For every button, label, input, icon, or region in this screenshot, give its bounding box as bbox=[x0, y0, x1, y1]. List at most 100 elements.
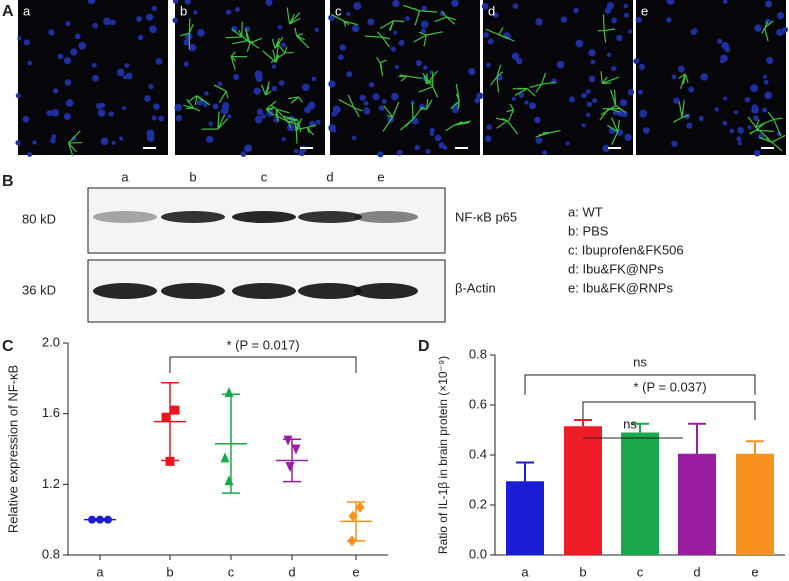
astrocyte bbox=[600, 89, 627, 116]
x-tick-label: e bbox=[352, 564, 359, 579]
nucleus bbox=[762, 107, 768, 113]
nucleus bbox=[153, 103, 160, 111]
nucleus bbox=[623, 3, 629, 9]
nucleus bbox=[635, 16, 642, 23]
nucleus bbox=[524, 100, 529, 105]
nucleus bbox=[233, 74, 240, 81]
nucleus bbox=[443, 145, 448, 150]
nucleus bbox=[111, 140, 116, 145]
astrocyte bbox=[403, 4, 437, 26]
nucleus bbox=[628, 29, 633, 34]
astrocyte bbox=[261, 81, 272, 96]
nucleus bbox=[174, 103, 183, 112]
nucleus bbox=[604, 7, 612, 14]
nucleus bbox=[511, 52, 520, 60]
nucleus bbox=[346, 71, 353, 78]
nucleus bbox=[766, 57, 774, 65]
x-tick-label: a bbox=[521, 564, 529, 579]
nucleus bbox=[202, 102, 208, 108]
nucleus bbox=[692, 27, 698, 34]
x-tick-label: a bbox=[96, 564, 104, 579]
nucleus bbox=[588, 49, 596, 57]
nucleus bbox=[754, 24, 762, 33]
nucleus bbox=[425, 148, 431, 154]
nucleus bbox=[602, 144, 610, 153]
nucleus bbox=[750, 84, 759, 93]
nucleus bbox=[108, 111, 114, 117]
band bbox=[354, 283, 418, 299]
astrocyte bbox=[274, 109, 298, 128]
nucleus bbox=[144, 95, 151, 102]
nucleus bbox=[70, 48, 78, 56]
nucleus bbox=[673, 97, 680, 104]
data-point bbox=[165, 456, 175, 466]
nucleus bbox=[346, 11, 351, 16]
nucleus bbox=[722, 120, 728, 126]
nucleus bbox=[100, 102, 106, 108]
x-tick-label: d bbox=[693, 564, 700, 579]
nucleus bbox=[155, 58, 163, 65]
data-point bbox=[285, 462, 295, 473]
nucleus bbox=[481, 2, 489, 10]
image-label: c bbox=[335, 3, 342, 18]
nucleus bbox=[612, 110, 618, 116]
nucleus bbox=[610, 65, 617, 72]
nucleus bbox=[611, 17, 618, 24]
nucleus bbox=[542, 150, 548, 156]
astrocyte bbox=[331, 13, 358, 28]
nucleus bbox=[439, 11, 445, 17]
micrograph bbox=[175, 0, 325, 155]
nucleus bbox=[623, 12, 629, 18]
nucleus bbox=[484, 135, 492, 142]
nucleus bbox=[109, 19, 116, 26]
nucleus bbox=[281, 137, 286, 142]
nucleus bbox=[253, 87, 261, 95]
nucleus bbox=[511, 96, 517, 102]
y-tick-label: 2.0 bbox=[42, 334, 60, 349]
nucleus bbox=[125, 72, 133, 80]
nucleus bbox=[151, 5, 158, 12]
band bbox=[354, 211, 418, 223]
nucleus bbox=[737, 141, 742, 146]
bar bbox=[736, 453, 774, 555]
nucleus bbox=[63, 113, 71, 121]
y-axis-label: Relative expression of NF-κB bbox=[5, 365, 20, 533]
nucleus bbox=[590, 59, 596, 65]
nucleus bbox=[217, 81, 223, 87]
x-tick-label: c bbox=[637, 564, 644, 579]
nucleus bbox=[65, 99, 74, 107]
y-tick-label: 0.8 bbox=[469, 346, 487, 361]
x-tick-label: d bbox=[288, 564, 295, 579]
nucleus bbox=[733, 110, 738, 115]
nucleus bbox=[78, 41, 87, 50]
nucleus bbox=[686, 122, 693, 129]
nucleus bbox=[183, 38, 191, 46]
astrocyte bbox=[450, 84, 460, 110]
nucleus bbox=[261, 114, 266, 119]
nucleus bbox=[137, 34, 144, 41]
nucleus bbox=[368, 81, 375, 88]
annotation: ns bbox=[623, 416, 637, 431]
nucleus bbox=[390, 92, 399, 101]
band bbox=[93, 211, 157, 223]
image-label: e bbox=[641, 3, 648, 18]
nucleus bbox=[633, 58, 640, 65]
nucleus bbox=[149, 25, 157, 34]
nucleus bbox=[390, 46, 396, 52]
nucleus bbox=[119, 136, 124, 141]
nucleus bbox=[762, 74, 768, 79]
astrocyte bbox=[749, 123, 774, 135]
nucleus bbox=[184, 0, 191, 5]
astrocyte bbox=[270, 43, 294, 64]
astrocyte bbox=[364, 31, 391, 48]
astrocyte bbox=[294, 27, 310, 49]
band bbox=[93, 283, 157, 299]
nucleus bbox=[404, 16, 410, 21]
astrocyte bbox=[599, 107, 621, 121]
x-tick-label: c bbox=[228, 564, 235, 579]
astrocyte bbox=[270, 104, 290, 122]
protein-label: NF-κB p65 bbox=[455, 209, 517, 224]
nucleus bbox=[616, 34, 623, 42]
error-bar bbox=[91, 518, 109, 522]
